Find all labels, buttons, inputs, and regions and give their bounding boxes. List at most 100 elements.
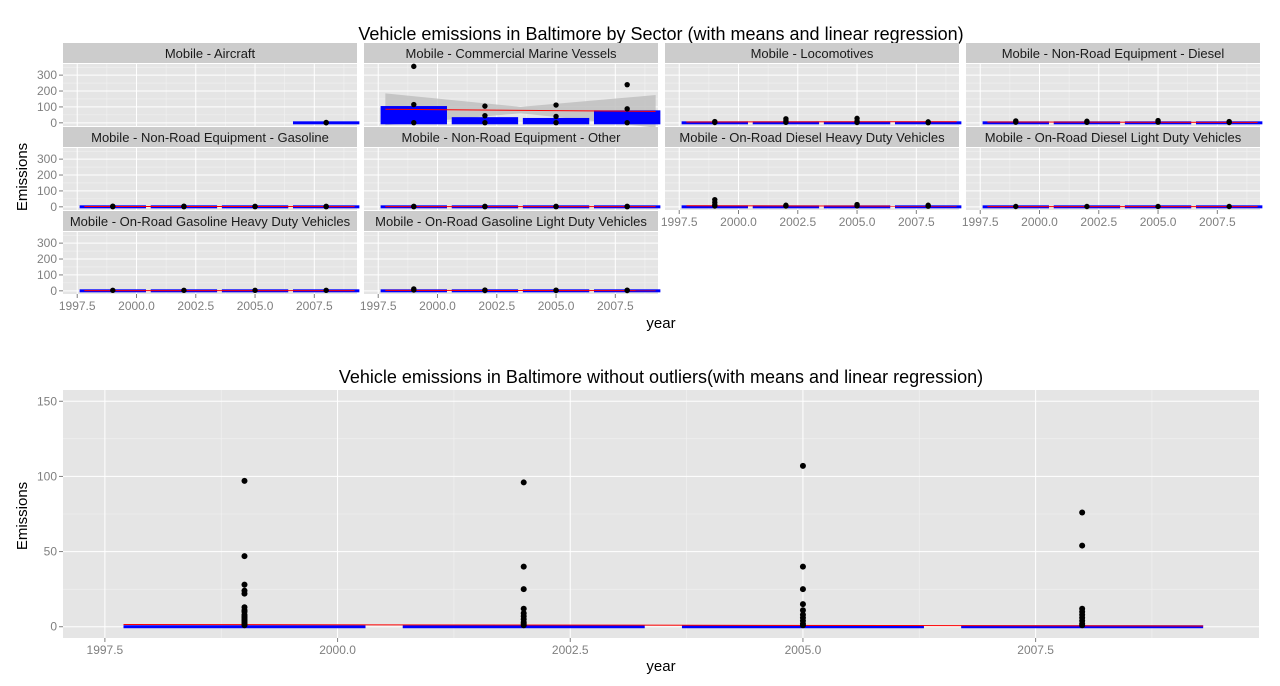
data-point [482,103,488,109]
regression-line [385,108,656,112]
y-tick-label: 0 [50,620,57,634]
y-tick-label: 300 [37,152,57,166]
y-tick-label: 200 [37,84,57,98]
y-tick-label: 0 [50,200,57,214]
x-tick-label: 2007.5 [597,299,634,313]
x-tick-label: 2000.0 [1021,215,1058,229]
x-tick-label: 2002.5 [552,643,589,657]
x-tick-label: 1997.5 [962,215,999,229]
facet-mobile-locomotives: Mobile - Locomotives [665,43,962,126]
top-chart-title: Vehicle emissions in Baltimore by Sector… [358,24,963,44]
facet-mobile-commercial-marine-vessels: Mobile - Commercial Marine Vessels [364,43,661,128]
mean-bar [380,106,447,125]
data-point [110,203,116,210]
facet-strip-label: Mobile - Commercial Marine Vessels [406,46,617,61]
data-point [624,119,630,126]
x-tick-label: 2000.0 [319,643,356,657]
x-tick-label: 2007.5 [898,215,935,229]
data-point [1079,542,1086,549]
panel-background [966,64,1260,126]
x-tick-label: 2007.5 [296,299,333,313]
facet-strip-label: Mobile - Locomotives [751,46,874,61]
top-chart-y-axis-title: Emissions [14,143,31,211]
bottom-panel: 0 50 100 150 1997.5 2000.0 2002.5 2005.0 2007.5 [37,390,1259,657]
x-tick-label: 2000.0 [720,215,757,229]
bottom-chart-y-axis-title: Emissions [14,482,31,550]
data-point [520,563,527,570]
facet-mobile-non-road-equipment-diesel: Mobile - Non-Road Equipment - Diesel [966,43,1263,126]
x-tick-label: 2002.5 [177,299,214,313]
facet-strip-label: Mobile - Non-Road Equipment - Gasoline [91,130,329,145]
facet-strip-label: Mobile - Non-Road Equipment - Other [402,130,622,145]
data-point [323,203,329,210]
data-point [411,63,417,70]
x-tick-label: 2000.0 [118,299,155,313]
data-point [553,203,559,210]
facet-strip [665,43,959,63]
facet-strip [966,43,1260,63]
data-point [1079,622,1086,629]
facet-strip [966,127,1260,147]
data-point [323,287,329,294]
bottom-chart-x-axis-title: year [646,658,675,675]
data-point [854,119,860,126]
y-tick-label: 0 [50,116,57,130]
x-tick-label: 2005.0 [538,299,575,313]
x-tick-label: 2002.5 [478,299,515,313]
facet-strip [364,211,658,231]
panel-background [665,64,959,126]
data-point [712,203,718,209]
data-point [323,120,329,126]
data-point [411,119,417,126]
y-tick-label: 100 [37,268,57,282]
bottom-chart-title: Vehicle emissions in Baltimore without o… [339,367,983,387]
data-point [411,101,417,108]
data-point [1226,119,1232,126]
x-tick-label: 2005.0 [237,299,274,313]
facet-mobile-on-road-gasoline-light-duty-vehicles: Mobile - On-Road Gasoline Light Duty Veh… [360,211,661,313]
y-tick-label: 100 [37,184,57,198]
y-tick-label: 300 [37,236,57,250]
mean-bar [593,110,661,125]
y-tick-label: 200 [37,168,57,182]
x-tick-label: 2000.0 [419,299,456,313]
facet-strip-label: Mobile - On-Road Gasoline Heavy Duty Veh… [70,214,351,229]
x-tick-label: 1997.5 [59,299,96,313]
facet-strip [63,211,357,231]
x-tick-label: 1997.5 [360,299,397,313]
data-point [181,203,187,210]
facet-strip [63,127,357,147]
regression-line [123,623,1204,627]
facet-mobile-on-road-gasoline-heavy-duty-vehicles: Mobile - On-Road Gasoline Heavy Duty Veh… [37,211,360,313]
data-point [241,477,248,484]
data-point [799,607,806,614]
data-point [799,601,806,608]
data-point [1155,119,1161,125]
panel-background [63,232,357,294]
data-point [241,590,248,597]
data-point [1013,203,1019,210]
data-point [799,462,806,469]
x-tick-label: 1997.5 [661,215,698,229]
y-tick-label: 200 [37,252,57,266]
data-point [181,287,187,294]
data-point [241,581,248,588]
facet-mobile-on-road-diesel-light-duty-vehicles: Mobile - On-Road Diesel Light Duty Vehic… [962,127,1263,229]
data-point [482,287,488,294]
data-point [624,203,630,210]
y-tick-label: 100 [37,469,57,483]
data-point [1079,509,1086,516]
data-point [1226,203,1232,210]
faceted-scatter-chart: Vehicle emissions in Baltimore by Sector… [14,24,1263,332]
data-point [520,605,527,612]
panel-background [364,232,658,294]
top-chart-x-axis-title: year [646,315,675,332]
data-point [482,119,488,126]
x-tick-label: 2005.0 [785,643,822,657]
facet-panels: Mobile - Aircraft 0 100 200 300 Mobile - Comm… [37,43,1263,313]
facet-strip-label: Mobile - On-Road Gasoline Light Duty Veh… [375,214,647,229]
data-point [252,287,258,294]
data-point [520,622,527,629]
y-tick-label: 50 [44,545,58,559]
